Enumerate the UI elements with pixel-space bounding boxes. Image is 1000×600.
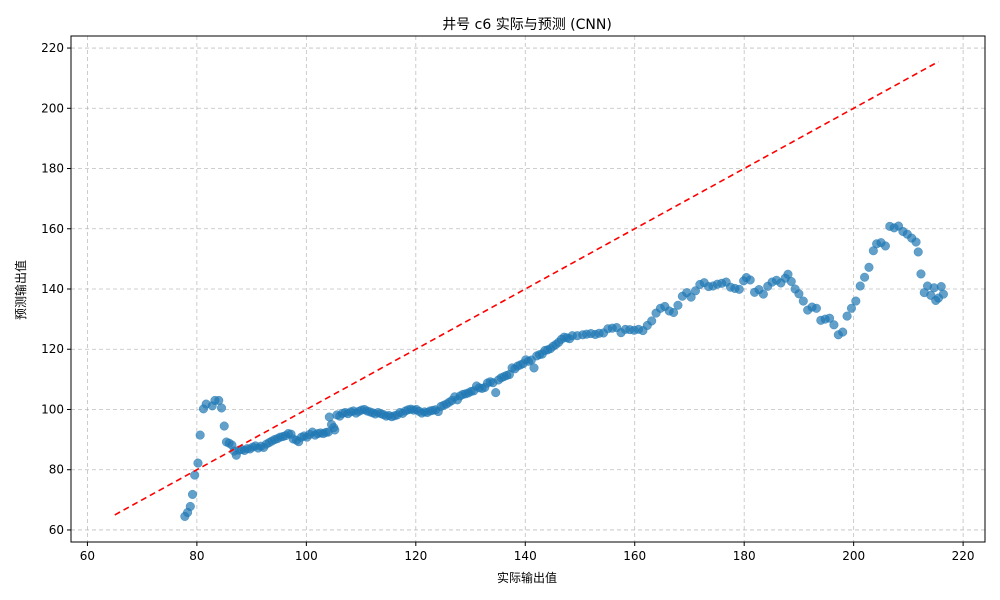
data-points xyxy=(180,221,948,521)
data-point xyxy=(529,363,539,373)
data-point xyxy=(669,307,679,318)
data-point xyxy=(798,296,808,306)
y-tick-label: 160 xyxy=(41,222,64,236)
x-tick-label: 200 xyxy=(842,549,865,563)
data-point xyxy=(324,412,334,422)
x-tick-label: 160 xyxy=(623,549,646,563)
data-point xyxy=(216,403,227,413)
y-tick-label: 220 xyxy=(41,41,64,55)
reference-line-group xyxy=(114,60,939,516)
x-tick-label: 100 xyxy=(295,549,318,563)
data-point xyxy=(851,296,861,306)
grid-lines xyxy=(71,36,985,542)
y-tick-label: 180 xyxy=(41,162,64,176)
x-tick-label: 220 xyxy=(952,549,975,563)
y-axis-title: 预测输出值 xyxy=(13,260,28,320)
y-tick-label: 140 xyxy=(41,282,64,296)
x-tick-label: 140 xyxy=(514,549,537,563)
data-point xyxy=(686,292,696,302)
x-axis-title: 实际输出值 xyxy=(497,570,557,585)
data-point xyxy=(745,275,755,285)
data-point xyxy=(195,430,205,440)
y-tick-label: 200 xyxy=(41,101,64,115)
data-point xyxy=(647,316,657,326)
y-tick-label: 80 xyxy=(49,463,64,477)
data-point xyxy=(842,311,852,321)
data-point xyxy=(838,327,848,337)
data-point xyxy=(786,276,796,287)
x-tick-label: 80 xyxy=(189,549,204,563)
data-point xyxy=(673,300,683,310)
data-point xyxy=(911,237,921,247)
data-point xyxy=(855,281,865,291)
data-point xyxy=(758,289,768,299)
data-point xyxy=(829,320,839,330)
data-point xyxy=(734,284,744,294)
data-point xyxy=(913,247,923,257)
data-point xyxy=(864,262,874,272)
data-point xyxy=(846,303,857,313)
data-point xyxy=(811,303,821,313)
data-point xyxy=(860,272,870,282)
data-point xyxy=(187,489,198,499)
x-tick-label: 180 xyxy=(733,549,756,563)
chart-title: 井号 c6 实际与预测 (CNN) xyxy=(442,17,612,33)
reference-line xyxy=(114,60,939,516)
x-tick-label: 120 xyxy=(404,549,427,563)
data-point xyxy=(794,289,804,299)
data-point xyxy=(219,421,229,431)
data-point xyxy=(916,269,926,279)
data-point xyxy=(491,388,501,398)
data-point xyxy=(825,313,835,323)
x-tick-label: 60 xyxy=(80,549,95,563)
data-point xyxy=(185,501,195,512)
data-point xyxy=(936,282,946,292)
axis-ticks: 60 80 100 120 140 160 180 200 220 60 80 100 120 140 16… xyxy=(41,41,974,563)
y-tick-label: 60 xyxy=(49,523,64,537)
data-point xyxy=(880,241,890,251)
data-point xyxy=(190,470,200,480)
data-point xyxy=(690,286,701,296)
data-point xyxy=(938,289,948,299)
y-tick-label: 120 xyxy=(41,342,64,356)
data-point xyxy=(193,458,203,468)
data-point xyxy=(330,425,340,435)
y-tick-label: 100 xyxy=(41,402,64,416)
